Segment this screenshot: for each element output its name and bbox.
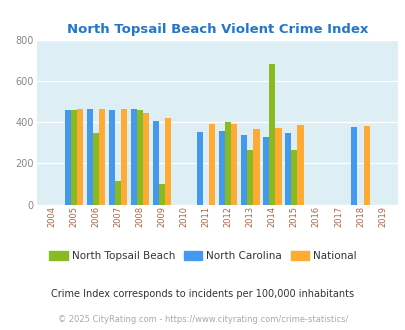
Bar [165,118,171,205]
Bar [64,110,71,205]
Bar [71,110,77,205]
Bar [225,122,231,205]
Text: © 2025 CityRating.com - https://www.cityrating.com/crime-statistics/: © 2025 CityRating.com - https://www.city… [58,315,347,324]
Bar [350,127,356,205]
Bar [99,109,105,205]
Bar [159,184,165,205]
Bar [290,150,297,205]
Bar [209,124,215,205]
Legend: North Topsail Beach, North Carolina, National: North Topsail Beach, North Carolina, Nat… [45,247,360,265]
Bar [130,109,136,205]
Bar [196,132,202,205]
Bar [218,131,225,205]
Bar [275,128,281,205]
Title: North Topsail Beach Violent Crime Index: North Topsail Beach Violent Crime Index [66,23,367,36]
Bar [153,121,159,205]
Text: Crime Index corresponds to incidents per 100,000 inhabitants: Crime Index corresponds to incidents per… [51,289,354,299]
Bar [269,64,275,205]
Bar [121,109,127,205]
Bar [297,125,303,205]
Bar [231,124,237,205]
Bar [262,137,269,205]
Bar [253,129,259,205]
Bar [115,181,121,205]
Bar [247,150,253,205]
Bar [284,133,290,205]
Bar [87,109,93,205]
Bar [143,113,149,205]
Bar [362,126,369,205]
Bar [109,110,115,205]
Bar [241,135,247,205]
Bar [77,109,83,205]
Bar [136,110,143,205]
Bar [93,133,99,205]
